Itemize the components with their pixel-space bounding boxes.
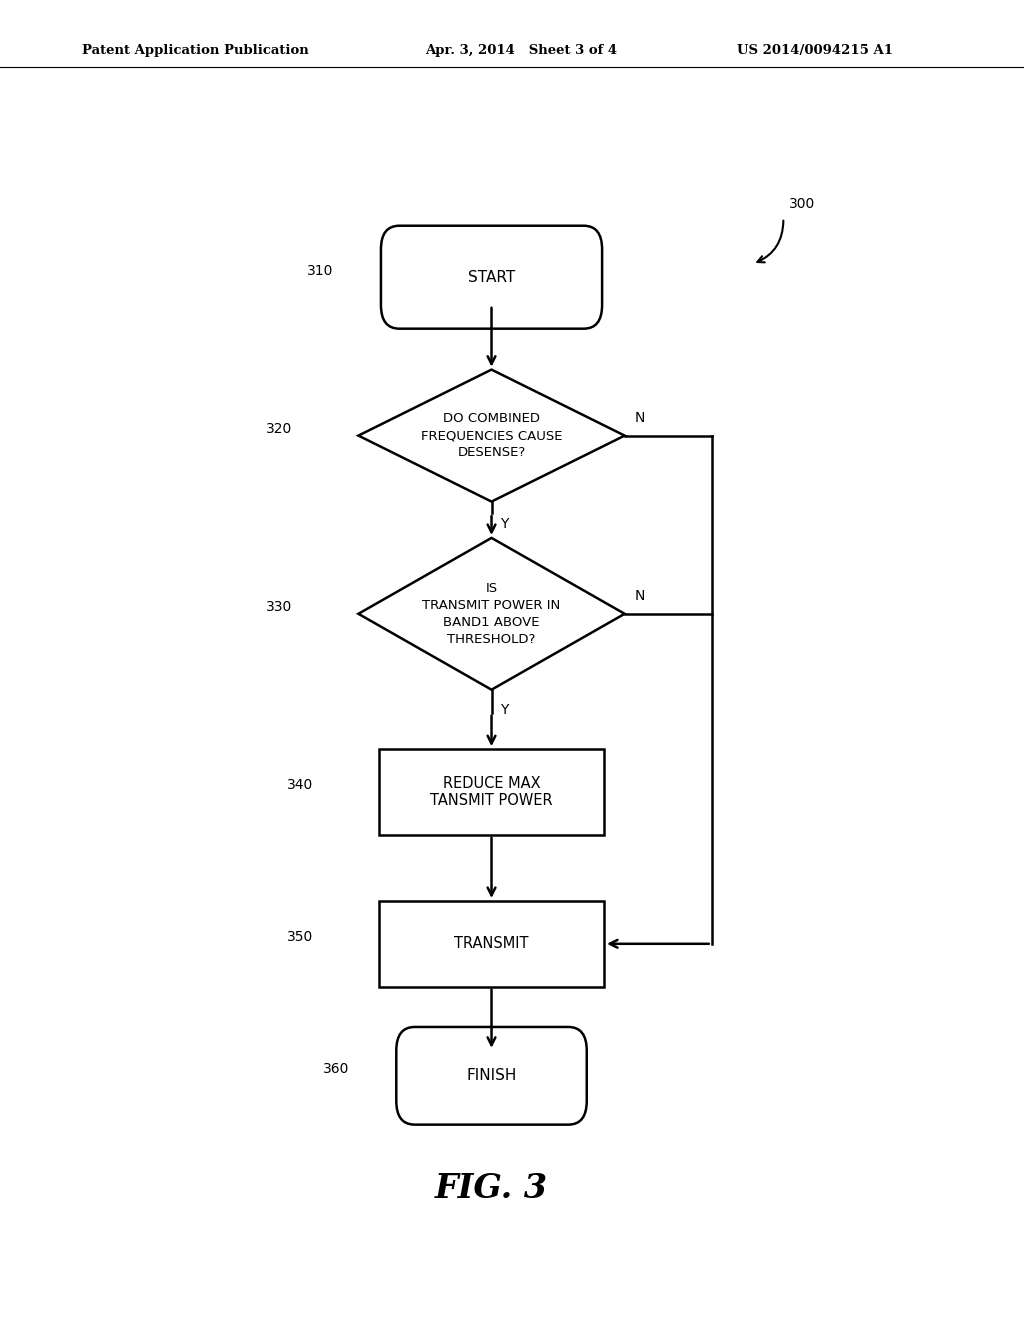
Text: TRANSMIT: TRANSMIT <box>455 936 528 952</box>
Bar <box>379 902 604 987</box>
Text: Y: Y <box>500 517 508 532</box>
Text: Patent Application Publication: Patent Application Publication <box>82 44 308 57</box>
Text: 300: 300 <box>788 197 815 211</box>
Text: US 2014/0094215 A1: US 2014/0094215 A1 <box>737 44 893 57</box>
Text: Y: Y <box>500 702 508 717</box>
Text: 330: 330 <box>266 601 293 614</box>
Text: FINISH: FINISH <box>466 1068 517 1084</box>
Text: REDUCE MAX
TANSMIT POWER: REDUCE MAX TANSMIT POWER <box>430 776 553 808</box>
Polygon shape <box>358 539 625 689</box>
Bar <box>379 748 604 834</box>
Polygon shape <box>358 370 625 502</box>
FancyBboxPatch shape <box>381 226 602 329</box>
Text: 340: 340 <box>287 779 313 792</box>
FancyBboxPatch shape <box>396 1027 587 1125</box>
Text: START: START <box>468 269 515 285</box>
Text: 360: 360 <box>323 1063 349 1076</box>
Text: FIG. 3: FIG. 3 <box>435 1172 548 1204</box>
Text: Apr. 3, 2014   Sheet 3 of 4: Apr. 3, 2014 Sheet 3 of 4 <box>425 44 617 57</box>
Text: N: N <box>635 589 645 603</box>
Text: 350: 350 <box>287 931 313 944</box>
Text: IS
TRANSMIT POWER IN
BAND1 ABOVE
THRESHOLD?: IS TRANSMIT POWER IN BAND1 ABOVE THRESHO… <box>422 582 561 645</box>
Text: N: N <box>635 411 645 425</box>
Text: 320: 320 <box>266 422 293 436</box>
Text: DO COMBINED
FREQUENCIES CAUSE
DESENSE?: DO COMBINED FREQUENCIES CAUSE DESENSE? <box>421 412 562 459</box>
Text: 310: 310 <box>307 264 334 277</box>
